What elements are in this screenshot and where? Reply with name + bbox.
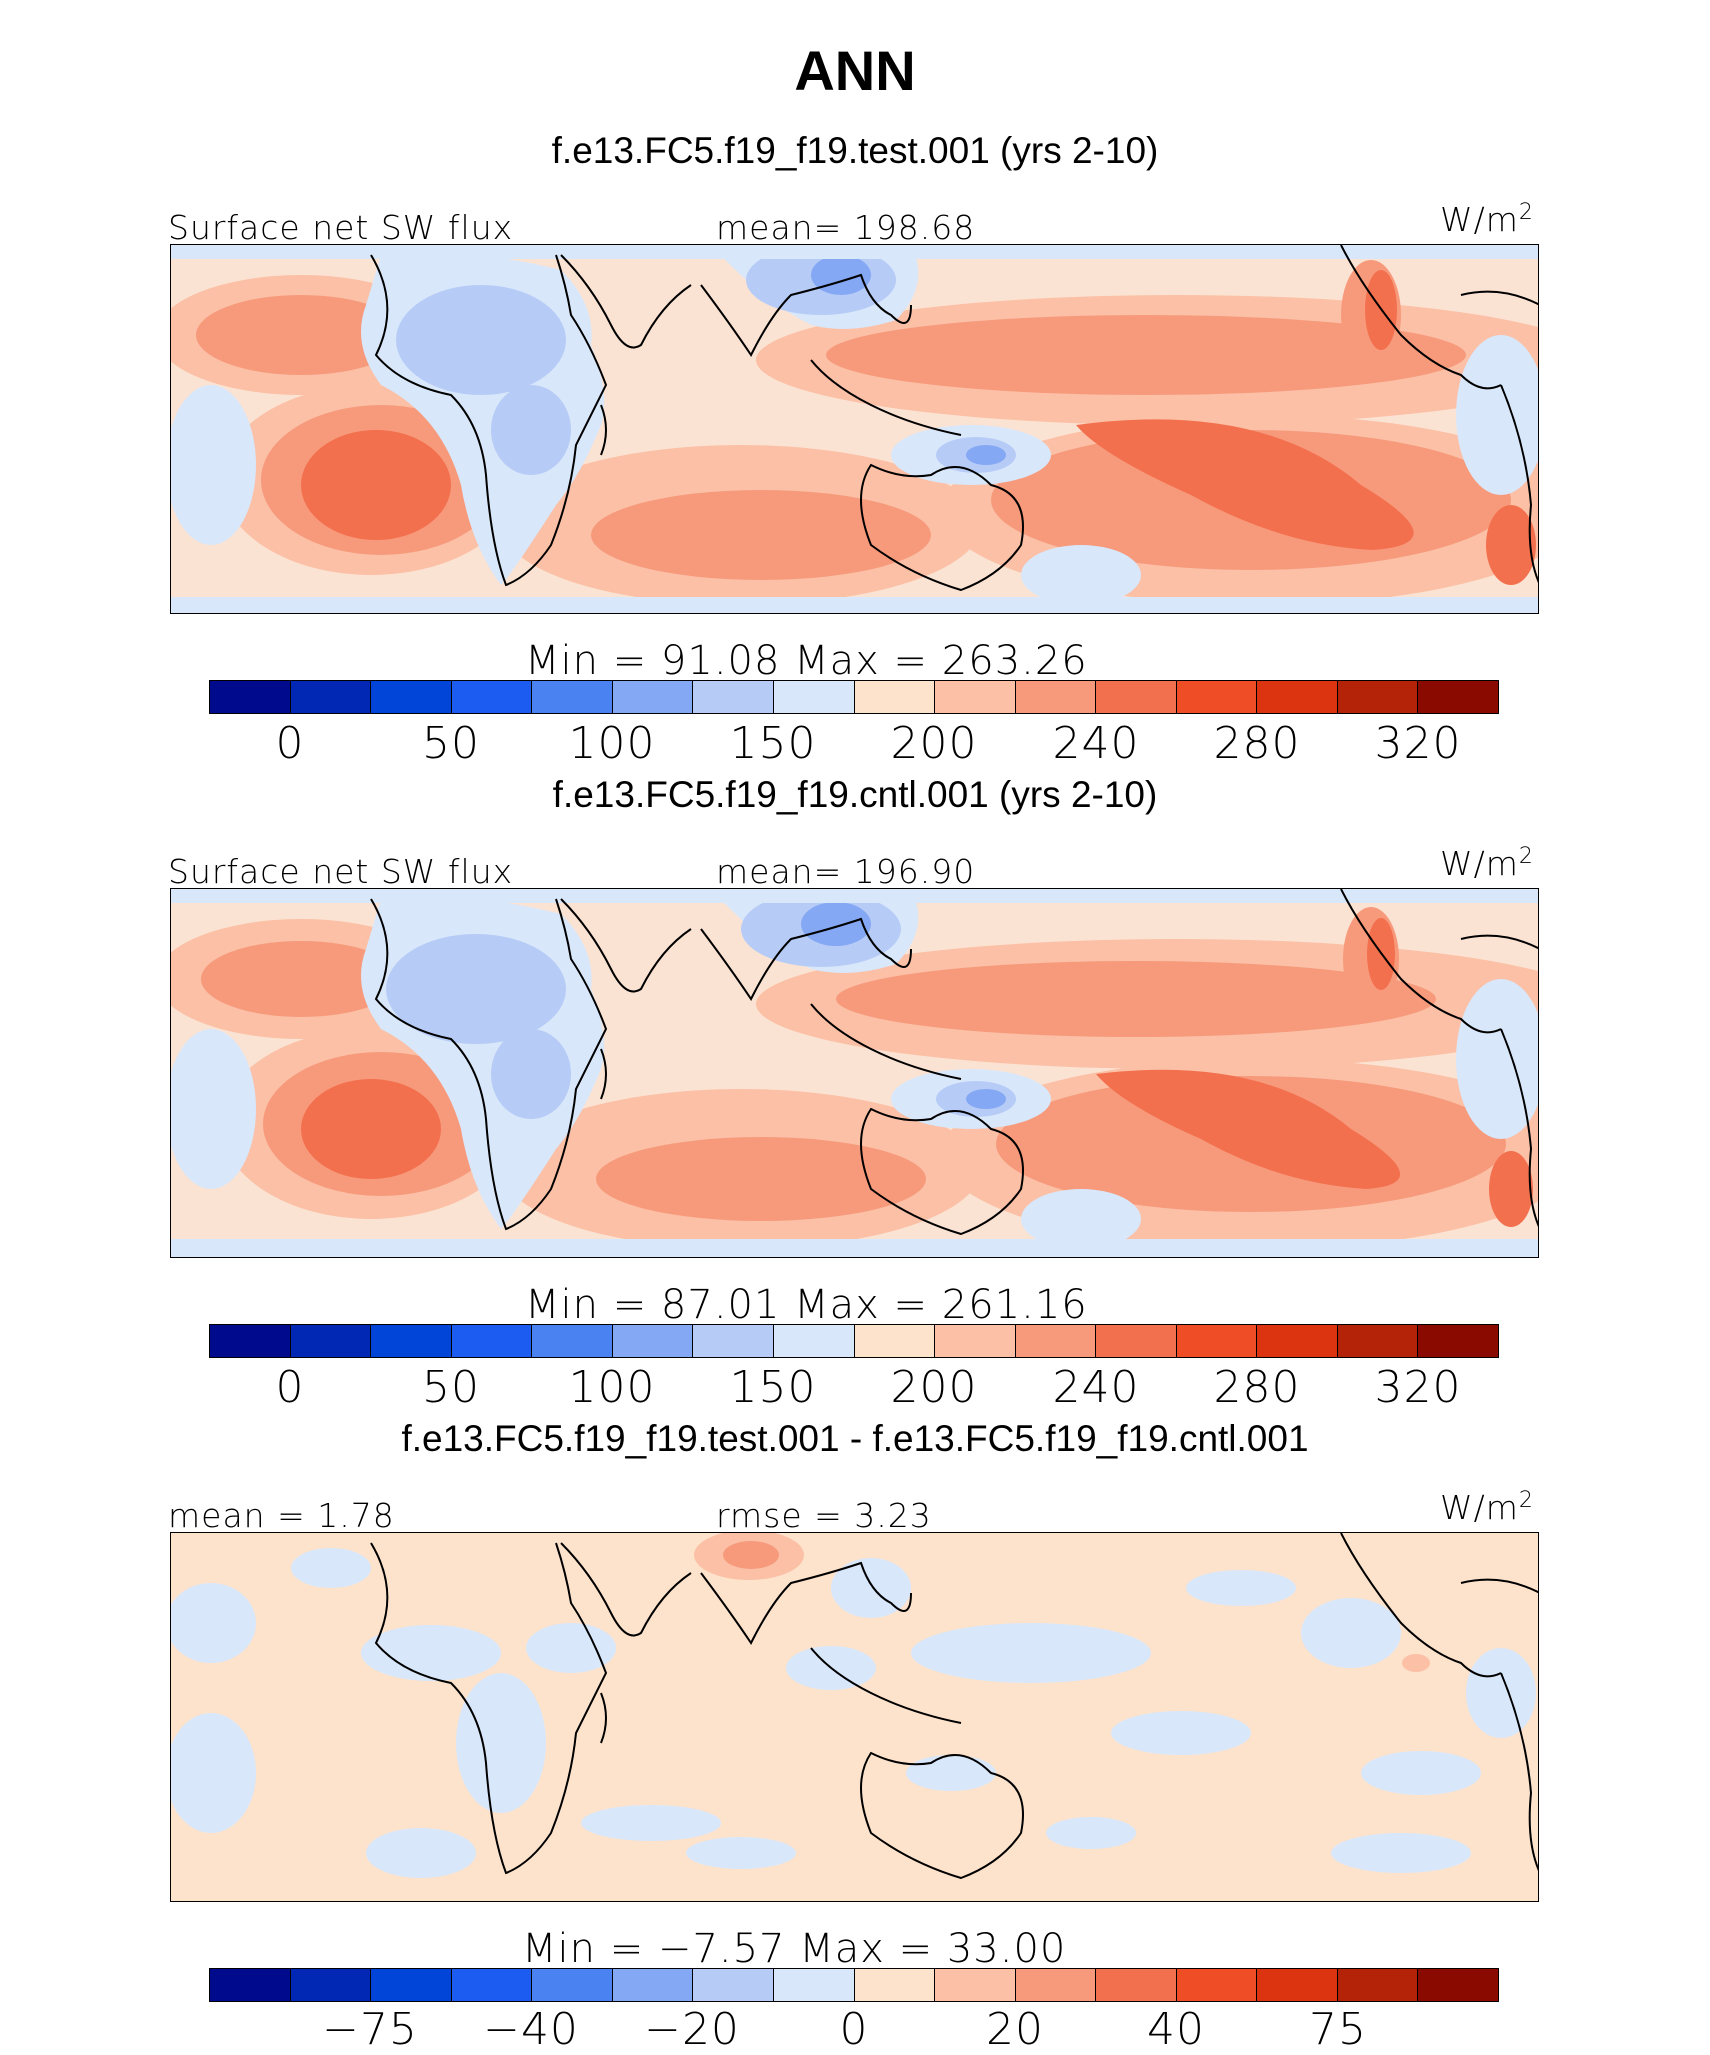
colorbar-swatch — [371, 681, 452, 713]
colorbar-swatch — [1176, 681, 1258, 713]
panel3-case-title: f.e13.FC5.f19_f19.test.001 - f.e13.FC5.f… — [401, 1418, 1309, 1459]
colorbar-swatch — [210, 1969, 291, 2001]
panel2-colorbar-tick: 280 — [1213, 1362, 1301, 1413]
colorbar-swatch — [935, 1969, 1016, 2001]
panel1-colorbar-tick: 50 — [422, 718, 480, 769]
panel1-case-title: f.e13.FC5.f19_f19.test.001 (yrs 2-10) — [551, 130, 1159, 171]
colorbar-swatch — [693, 681, 774, 713]
panel2-colorbar-tick: 0 — [275, 1362, 305, 1413]
panel1-map — [170, 244, 1539, 614]
colorbar-swatch — [1257, 1325, 1338, 1357]
figure-title: ANN — [794, 39, 916, 102]
panel2-colorbar-tick: 150 — [729, 1362, 817, 1413]
panel3-rmse-label: rmse = 3.23 — [716, 1496, 932, 1535]
colorbar-swatch — [290, 681, 372, 713]
colorbar-swatch — [532, 1325, 613, 1357]
panel3-colorbar-tick: −75 — [322, 2004, 418, 2055]
colorbar-swatch — [371, 1969, 452, 2001]
colorbar-swatch — [773, 1325, 855, 1357]
panel3-units-label: W/m2 — [1440, 1488, 1534, 1527]
panel1-units-label: W/m2 — [1440, 200, 1534, 239]
colorbar-swatch — [1418, 681, 1498, 713]
colorbar-swatch — [693, 1969, 774, 2001]
colorbar-swatch — [693, 1325, 774, 1357]
colorbar-swatch — [773, 1969, 855, 2001]
panel3-colorbar-tick: 20 — [986, 2004, 1044, 2055]
panel2-colorbar-tick: 200 — [890, 1362, 978, 1413]
panel1-variable-label: Surface net SW flux — [168, 208, 514, 247]
panel2-contour-field — [171, 889, 1538, 1257]
colorbar-swatch — [1176, 1325, 1258, 1357]
colorbar-swatch — [854, 1325, 936, 1357]
panel3-colorbar-tick: 0 — [839, 2004, 869, 2055]
colorbar-swatch — [612, 1325, 694, 1357]
panel3-minmax-label: Min = −7.57 Max = 33.00 — [522, 1926, 1067, 1972]
colorbar-swatch — [1176, 1969, 1258, 2001]
panel1-contour-field — [171, 245, 1538, 613]
panel2-variable-label: Surface net SW flux — [168, 852, 514, 891]
colorbar-swatch — [1015, 1325, 1097, 1357]
colorbar-swatch — [532, 1969, 613, 2001]
panel3-colorbar-tick: 75 — [1309, 2004, 1367, 2055]
panel1-minmax-label: Min = 91.08 Max = 263.26 — [525, 638, 1088, 684]
panel2-colorbar-tick: 100 — [568, 1362, 656, 1413]
colorbar-swatch — [1337, 1325, 1419, 1357]
colorbar-swatch — [451, 681, 533, 713]
colorbar-swatch — [1096, 681, 1177, 713]
colorbar-swatch — [935, 681, 1016, 713]
panel1-colorbar-tick: 200 — [890, 718, 978, 769]
panel3-colorbar-tick: 40 — [1147, 2004, 1205, 2055]
colorbar-swatch — [854, 681, 936, 713]
panel2-units-label: W/m2 — [1440, 844, 1534, 883]
panel2-mean-label: mean= 196.90 — [716, 852, 976, 891]
panel3-contour-field — [171, 1533, 1538, 1901]
colorbar-swatch — [210, 681, 291, 713]
colorbar-swatch — [290, 1969, 372, 2001]
panel1-mean-label: mean= 198.68 — [716, 208, 976, 247]
colorbar-swatch — [1337, 1969, 1419, 2001]
panel3-colorbar-tick: −20 — [644, 2004, 740, 2055]
colorbar-swatch — [451, 1969, 533, 2001]
colorbar-swatch — [532, 681, 613, 713]
panel1-colorbar-tick: 100 — [568, 718, 656, 769]
colorbar-swatch — [371, 1325, 452, 1357]
panel2-map — [170, 888, 1539, 1258]
colorbar-swatch — [612, 1969, 694, 2001]
panel2-colorbar-tick: 320 — [1374, 1362, 1462, 1413]
colorbar-swatch — [612, 681, 694, 713]
panel1-colorbar-tick: 0 — [275, 718, 305, 769]
colorbar-swatch — [1418, 1969, 1498, 2001]
colorbar-swatch — [1418, 1325, 1498, 1357]
colorbar-swatch — [290, 1325, 372, 1357]
panel1-colorbar-tick: 240 — [1052, 718, 1140, 769]
colorbar-swatch — [935, 1325, 1016, 1357]
colorbar-swatch — [451, 1325, 533, 1357]
panel1-colorbar — [209, 680, 1499, 714]
colorbar-swatch — [1096, 1969, 1177, 2001]
colorbar-swatch — [854, 1969, 936, 2001]
panel1-colorbar-tick: 280 — [1213, 718, 1301, 769]
colorbar-swatch — [1096, 1325, 1177, 1357]
panel2-minmax-label: Min = 87.01 Max = 261.16 — [525, 1282, 1088, 1328]
panel3-colorbar — [209, 1968, 1499, 2002]
panel3-mean-label: mean = 1.78 — [168, 1496, 395, 1535]
colorbar-swatch — [1257, 681, 1338, 713]
colorbar-swatch — [1257, 1969, 1338, 2001]
panel1-colorbar-tick: 320 — [1374, 718, 1462, 769]
colorbar-swatch — [773, 681, 855, 713]
panel2-colorbar-tick: 50 — [422, 1362, 480, 1413]
panel1-colorbar-tick: 150 — [729, 718, 817, 769]
colorbar-swatch — [1015, 681, 1097, 713]
colorbar-swatch — [210, 1325, 291, 1357]
panel2-colorbar — [209, 1324, 1499, 1358]
colorbar-swatch — [1337, 681, 1419, 713]
colorbar-swatch — [1015, 1969, 1097, 2001]
panel3-colorbar-tick: −40 — [483, 2004, 579, 2055]
panel2-case-title: f.e13.FC5.f19_f19.cntl.001 (yrs 2-10) — [552, 774, 1158, 815]
panel3-map — [170, 1532, 1539, 1902]
panel2-colorbar-tick: 240 — [1052, 1362, 1140, 1413]
